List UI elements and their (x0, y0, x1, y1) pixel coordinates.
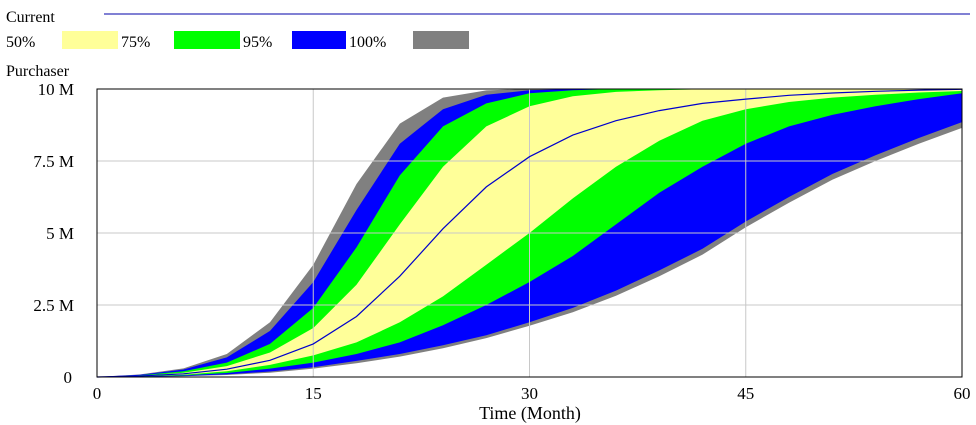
y-tick-label: 0 (64, 368, 73, 387)
legend-label: 50% (6, 34, 35, 51)
legend-swatch (413, 31, 469, 49)
y-tick-label: 7.5 M (33, 152, 74, 171)
x-tick-label: 30 (521, 384, 538, 403)
chart-title: Current (6, 9, 55, 26)
legend-swatch (292, 31, 346, 49)
y-tick-label: 5 M (46, 224, 74, 243)
x-tick-label: 0 (93, 384, 102, 403)
legend-label: 75% (121, 34, 150, 51)
y-tick-label: 10 M (38, 80, 74, 99)
current-line (96, 88, 963, 378)
legend: 50% 75% 95% 100% (6, 31, 469, 51)
x-tick-label: 45 (737, 384, 754, 403)
y-tick-label: 2.5 M (33, 296, 74, 315)
y-tick-labels: 0 2.5 M 5 M 7.5 M 10 M (33, 80, 74, 387)
plot-frame (96, 88, 963, 378)
legend-swatch (174, 31, 240, 49)
x-axis-label: Time (Month) (479, 403, 581, 424)
series-lines (96, 88, 963, 378)
gridlines (97, 89, 962, 377)
y-axis-label: Purchaser (6, 63, 70, 80)
legend-label: 100% (349, 34, 386, 51)
legend-label: 95% (243, 34, 272, 51)
x-tick-label: 15 (305, 384, 322, 403)
x-tick-labels: 0 15 30 45 60 (93, 384, 971, 403)
x-tick-label: 60 (954, 384, 971, 403)
legend-swatch (62, 31, 118, 49)
